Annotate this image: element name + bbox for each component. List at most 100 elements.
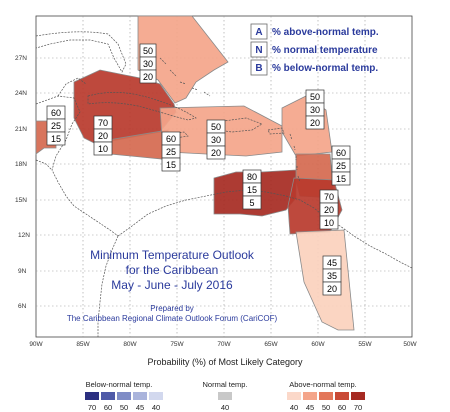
lon-label: 70W (217, 341, 231, 348)
prob-above: 45 (327, 258, 337, 268)
title-line-3: May - June - July 2016 (111, 278, 233, 292)
scale-tick: 60 (338, 403, 346, 412)
lon-label: 65W (264, 341, 278, 348)
prob-normal: 25 (166, 147, 176, 157)
scale-swatch (351, 392, 365, 400)
key-text: % normal temperature (272, 45, 378, 56)
lon-label: 90W (29, 341, 43, 348)
prob-below: 10 (324, 218, 334, 228)
prob-box-hispaniola: 50 30 20 (206, 119, 226, 160)
category-key: A % above-normal temp. N % normal temper… (250, 23, 379, 76)
lat-label: 9N (18, 268, 27, 275)
lat-label: 15N (15, 197, 27, 204)
scale-label-normal: Normal temp. (202, 380, 247, 389)
scale-normal-swatches (218, 392, 232, 400)
scale-swatch (287, 392, 301, 400)
prob-normal: 25 (51, 121, 61, 131)
lat-label: 18N (15, 161, 27, 168)
prob-below: 20 (211, 148, 221, 158)
scale-above-swatches (287, 392, 365, 400)
prob-box-windwards: 60 25 15 (331, 145, 351, 186)
key-row-below: B % below-normal temp. (250, 59, 378, 76)
scale-tick-labels: 70 60 50 45 40 40 40 45 50 60 70 (88, 403, 362, 412)
title-line-1: Minimum Temperature Outlook (90, 248, 255, 262)
key-row-above: A % above-normal temp. (250, 23, 379, 40)
key-letter: N (255, 45, 262, 56)
prob-box-aruba-curacao: 80 15 5 (242, 169, 262, 210)
lon-label: 85W (76, 341, 90, 348)
probability-scale: Below-normal temp. Normal temp. Above-no… (85, 380, 365, 412)
prob-below: 15 (51, 134, 61, 144)
map-credit: Prepared by The Caribbean Regional Clima… (67, 304, 278, 323)
prob-above: 70 (324, 192, 334, 202)
prob-below: 15 (336, 174, 346, 184)
scale-tick: 45 (136, 403, 144, 412)
prob-above: 60 (336, 148, 346, 158)
prob-box-guianas: 45 35 20 (322, 255, 342, 296)
probability-title: Probability (%) of Most Likely Category (147, 357, 303, 367)
credit-line-1: Prepared by (150, 304, 194, 313)
scale-tick: 45 (306, 403, 314, 412)
prob-box-leewards-north: 50 30 20 (305, 89, 325, 130)
scale-swatch (85, 392, 99, 400)
prob-normal: 30 (143, 59, 153, 69)
probability-boxes: 50 30 20 60 25 15 70 20 10 60 25 15 50 3… (46, 43, 351, 296)
prob-box-jamaica: 60 25 15 (161, 131, 181, 172)
lat-label: 6N (18, 303, 27, 310)
prob-below: 20 (310, 118, 320, 128)
prob-normal: 25 (336, 161, 346, 171)
scale-swatch (303, 392, 317, 400)
scale-swatch (319, 392, 333, 400)
lon-label: 60W (311, 341, 325, 348)
lat-label: 27N (15, 55, 27, 62)
prob-above: 50 (143, 46, 153, 56)
scale-below-swatches (85, 392, 163, 400)
key-row-normal: N % normal temperature (250, 41, 378, 58)
scale-tick: 70 (354, 403, 362, 412)
lat-label: 24N (15, 90, 27, 97)
lon-label: 80W (123, 341, 137, 348)
title-line-2: for the Caribbean (126, 263, 219, 277)
prob-normal: 30 (211, 135, 221, 145)
lon-label: 75W (170, 341, 184, 348)
lat-label: 21N (15, 126, 27, 133)
prob-above: 50 (211, 122, 221, 132)
prob-normal: 20 (324, 205, 334, 215)
scale-swatch (149, 392, 163, 400)
scale-swatch (117, 392, 131, 400)
prob-below: 10 (98, 144, 108, 154)
credit-line-2: The Caribbean Regional Climate Outlook F… (67, 314, 278, 323)
scale-tick: 70 (88, 403, 96, 412)
map-title: Minimum Temperature Outlook for the Cari… (90, 248, 255, 292)
key-letter: B (255, 63, 262, 74)
prob-below: 15 (166, 160, 176, 170)
prob-normal: 30 (310, 105, 320, 115)
scale-label-above: Above-normal temp. (289, 380, 357, 389)
lon-label: 50W (403, 341, 417, 348)
prob-below: 20 (327, 284, 337, 294)
longitude-labels: 90W 85W 80W 75W 70W 65W 60W 55W 50W (29, 341, 417, 348)
scale-tick: 60 (104, 403, 112, 412)
latitude-labels: 27N 24N 21N 18N 15N 12N 9N 6N (15, 55, 30, 310)
prob-above: 80 (247, 172, 257, 182)
lon-label: 55W (358, 341, 372, 348)
prob-box-belize: 60 25 15 (46, 105, 66, 146)
scale-tick: 50 (120, 403, 128, 412)
scale-swatch (133, 392, 147, 400)
scale-swatch (218, 392, 232, 400)
scale-tick: 40 (221, 403, 229, 412)
key-text: % above-normal temp. (272, 27, 379, 38)
prob-normal: 20 (98, 131, 108, 141)
prob-box-bahamas: 50 30 20 (139, 43, 157, 84)
scale-swatch (335, 392, 349, 400)
prob-normal: 35 (327, 271, 337, 281)
prob-above: 60 (166, 134, 176, 144)
prob-above: 70 (98, 118, 108, 128)
prob-above: 60 (51, 108, 61, 118)
prob-below: 20 (143, 72, 153, 82)
key-text: % below-normal temp. (272, 63, 378, 74)
prob-box-western-cuba-cayman: 70 20 10 (93, 115, 113, 156)
prob-box-trinidad-guyana: 70 20 10 (319, 189, 339, 230)
scale-tick: 50 (322, 403, 330, 412)
